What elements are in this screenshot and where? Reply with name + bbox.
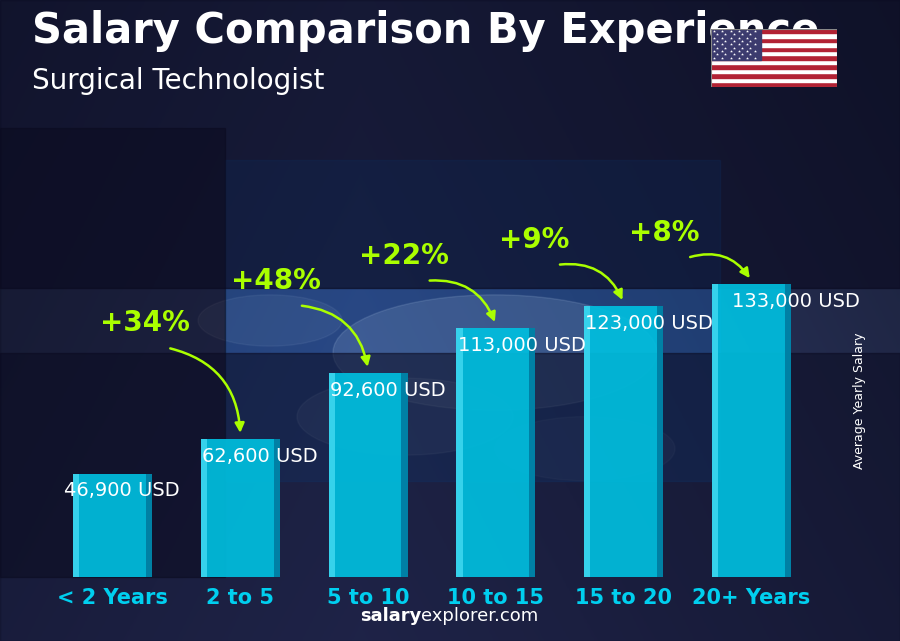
Ellipse shape [333,295,657,410]
Text: +34%: +34% [100,309,190,337]
Bar [73,474,152,577]
Bar [328,373,408,577]
Bar [711,51,837,56]
Bar [711,78,837,82]
Ellipse shape [297,378,513,455]
Bar [201,439,280,577]
Bar [712,284,791,577]
Ellipse shape [198,295,342,346]
Bar [328,373,335,577]
Bar [529,328,535,577]
Text: +22%: +22% [359,242,449,270]
Bar [711,64,837,69]
Bar [711,33,837,38]
Bar [146,474,152,577]
Text: 46,900 USD: 46,900 USD [64,481,180,500]
Bar [711,29,761,60]
Bar [711,73,837,78]
Bar [401,373,408,577]
Text: Average Yearly Salary: Average Yearly Salary [853,333,866,469]
Bar [712,284,718,577]
Bar [73,474,79,577]
Bar [456,328,536,577]
Bar [201,439,207,577]
Bar [711,47,837,51]
Bar [711,38,837,42]
Bar [0,128,225,577]
Bar [0,353,900,641]
Bar [785,284,791,577]
Bar [711,29,837,33]
Bar [711,56,837,60]
Bar [0,0,900,288]
Text: 133,000 USD: 133,000 USD [733,292,860,310]
Bar [711,69,837,73]
Text: explorer.com: explorer.com [421,607,538,625]
Bar [711,42,837,47]
Text: +9%: +9% [499,226,570,254]
Bar [711,82,837,87]
Text: 113,000 USD: 113,000 USD [457,336,585,354]
Text: +48%: +48% [231,267,321,295]
Ellipse shape [495,417,675,481]
Text: 123,000 USD: 123,000 USD [585,313,713,333]
Bar [584,306,590,577]
Text: Salary Comparison By Experience: Salary Comparison By Experience [32,10,819,52]
Text: 62,600 USD: 62,600 USD [202,447,318,465]
Text: 92,600 USD: 92,600 USD [329,381,446,399]
Text: Surgical Technologist: Surgical Technologist [32,67,324,96]
Bar [657,306,663,577]
Bar [711,60,837,64]
Text: +8%: +8% [629,219,699,247]
Bar [584,306,663,577]
Bar [274,439,280,577]
Bar [456,328,463,577]
Bar [225,160,720,481]
Text: salary: salary [360,607,421,625]
